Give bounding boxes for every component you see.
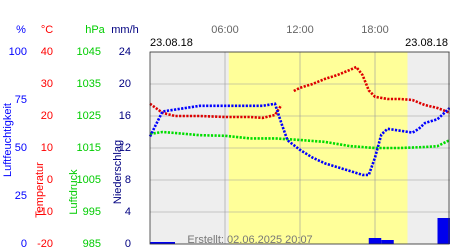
y-tick-label: 995 — [83, 206, 101, 218]
y-tick-label: 30 — [41, 78, 53, 90]
x-tick-label: 18:00 — [361, 24, 389, 36]
precip-bar — [150, 242, 163, 244]
axis-title: Luftdruck — [68, 169, 80, 215]
y-tick-label: 1025 — [77, 110, 101, 122]
precip-bar — [162, 242, 175, 244]
y-tick-label: 8 — [125, 174, 131, 186]
y-tick-label: 50 — [15, 142, 27, 154]
axis-title: Temperatur — [34, 162, 46, 218]
precip-bar — [437, 218, 450, 244]
y-tick-label: 4 — [125, 206, 131, 218]
precip-bar — [368, 238, 382, 244]
y-tick-label: 0 — [125, 238, 131, 250]
end-date: 23.08.18 — [405, 37, 448, 49]
y-tick-label: 25 — [15, 190, 27, 202]
y-tick-label: 12 — [119, 142, 131, 154]
y-tick-label: 1045 — [77, 46, 101, 58]
y-tick-label: 75 — [15, 94, 27, 106]
axis-unit: °C — [41, 24, 53, 36]
axis-unit: mm/h — [111, 24, 139, 36]
x-tick-label: 06:00 — [211, 24, 239, 36]
y-tick-label: 100 — [9, 46, 27, 58]
y-tick-label: 985 — [83, 238, 101, 250]
axis-unit: hPa — [85, 24, 105, 36]
axis-title: Niederschlag — [112, 140, 124, 204]
y-tick-label: 10 — [41, 142, 53, 154]
y-tick-label: 0 — [47, 174, 53, 186]
x-tick-label: 12:00 — [286, 24, 314, 36]
y-tick-label: 1035 — [77, 78, 101, 90]
start-date: 23.08.18 — [150, 37, 193, 49]
y-tick-label: 0 — [21, 238, 27, 250]
y-tick-label: 1015 — [77, 142, 101, 154]
created-note: Erstellt: 02.06.2025 20:07 — [187, 234, 312, 246]
y-tick-label: 20 — [41, 110, 53, 122]
data-line — [149, 130, 450, 150]
data-line — [149, 65, 450, 120]
y-tick-label: 20 — [119, 78, 131, 90]
y-tick-label: -20 — [37, 238, 53, 250]
y-tick-label: 40 — [41, 46, 53, 58]
plot-frame — [149, 51, 450, 245]
y-tick-label: 24 — [119, 46, 131, 58]
y-tick-label: 16 — [119, 110, 131, 122]
y-tick-label: 1005 — [77, 174, 101, 186]
y-tick-label: -10 — [37, 206, 53, 218]
data-line — [148, 102, 450, 177]
axis-title: Luftfeuchtigkeit — [2, 103, 14, 177]
axis-unit: % — [16, 24, 26, 36]
precip-bar — [381, 240, 394, 244]
